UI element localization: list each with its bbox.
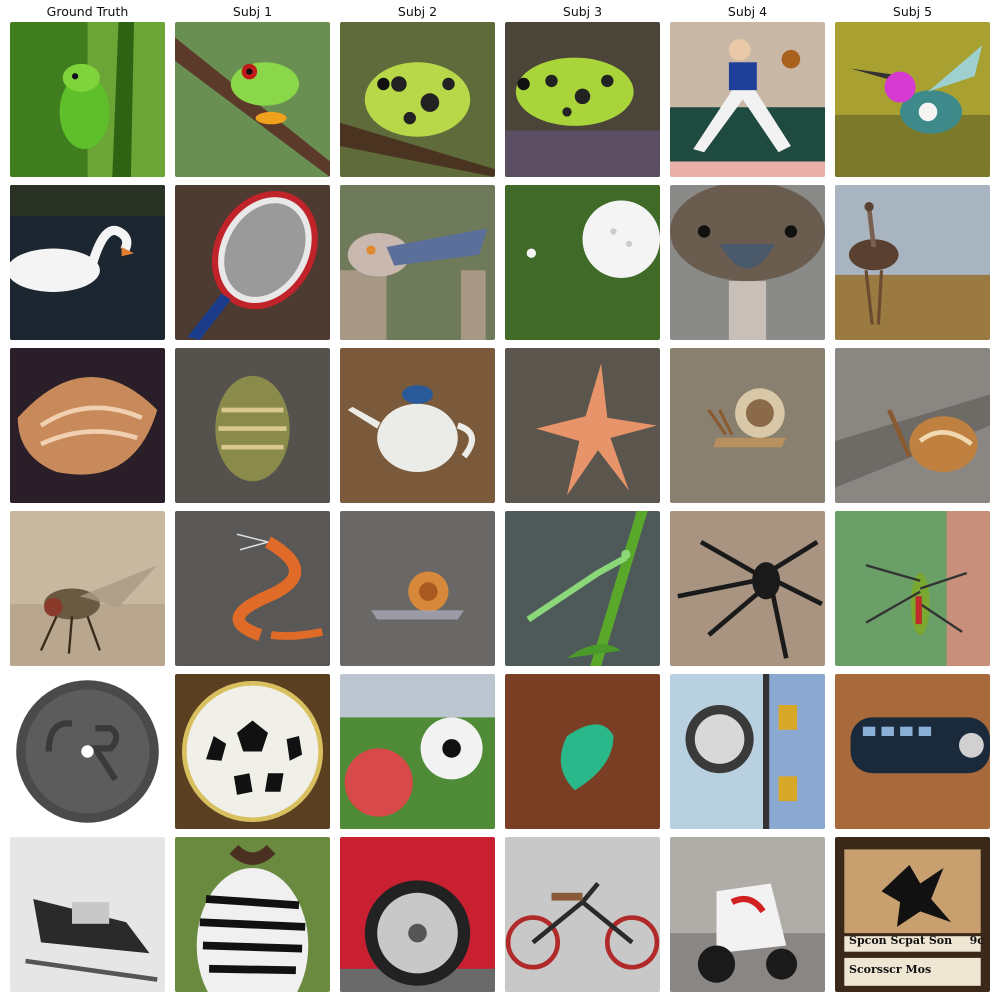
image-tile: ostrich-field (835, 185, 990, 340)
image-tile: teapot (340, 348, 495, 503)
image-tile: spotted-frog-on-rock (505, 22, 660, 177)
image-tile: snowmobile (10, 837, 165, 992)
image-tile: zebra (175, 837, 330, 992)
card-subtitle: Scorsscr Mos (849, 963, 932, 976)
image-tile: guitar-pick (505, 674, 660, 829)
image-tile: soccer-ball (175, 674, 330, 829)
header-subj-4: Subj 4 (727, 4, 768, 19)
image-tile: balls-on-field (340, 674, 495, 829)
header-ground-truth: Ground Truth (46, 4, 129, 19)
image-tile: snail-swimming (340, 511, 495, 666)
image-tile: tricycle (505, 837, 660, 992)
image-tile: tree-frog (175, 22, 330, 177)
image-tile: snail (670, 348, 825, 503)
image-tile: seashell (10, 348, 165, 503)
image-tile: swan (10, 185, 165, 340)
image-tile: tennis-racket (175, 185, 330, 340)
image-tile: Spcon Scpat Son 9c Scorsscr Mos card (835, 837, 990, 992)
image-tile: coin (10, 674, 165, 829)
card-title: Spcon Scpat Son (849, 934, 953, 947)
image-tile: ostrich-face (670, 185, 825, 340)
image-tile: remote-control (835, 674, 990, 829)
image-tile: hummingbird-with-flower (835, 22, 990, 177)
image-tile: golf-ball (505, 185, 660, 340)
image-tile: snail-on-wood (835, 348, 990, 503)
image-tile: starfish (505, 348, 660, 503)
image-tile: grasshopper (835, 511, 990, 666)
image-tile: fly (10, 511, 165, 666)
card-number: 9c (969, 934, 984, 947)
image-tile: green-lizard (10, 22, 165, 177)
image-tile: ostrich-head (340, 185, 495, 340)
header-subj-1: Subj 1 (232, 4, 273, 19)
header-subj-3: Subj 3 (562, 4, 603, 19)
image-tile: door-knob (670, 674, 825, 829)
image-tile: spider (670, 511, 825, 666)
image-tile: mantis (505, 511, 660, 666)
header-subj-2: Subj 2 (397, 4, 438, 19)
image-tile: spotted-frog (340, 22, 495, 177)
header-subj-5: Subj 5 (892, 4, 933, 19)
image-tile: centipede (175, 511, 330, 666)
image-tile: red-car-wheel (340, 837, 495, 992)
image-tile: scooter (670, 837, 825, 992)
image-tile: baseball-pitcher (670, 22, 825, 177)
image-tile: shell-object (175, 348, 330, 503)
